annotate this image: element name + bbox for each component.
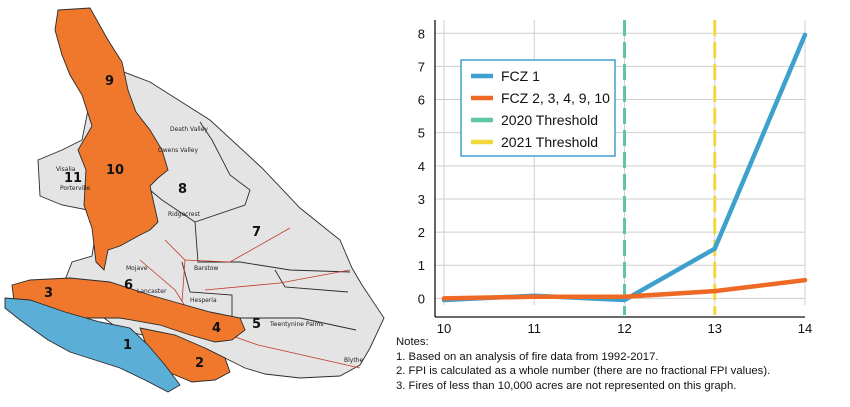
place-porterville: Porterville: [60, 185, 91, 192]
x-tick-label: 13: [708, 321, 722, 336]
y-tick-label: 8: [418, 26, 425, 41]
notes-item-2: 2. FPI is calculated as a whole number (…: [396, 365, 771, 377]
series-lines: [441, 32, 808, 303]
x-tick-label: 11: [528, 321, 542, 336]
zone-label-5: 5: [252, 317, 261, 332]
place-barstow: Barstow: [194, 265, 218, 272]
place-visalia: Visalia: [56, 166, 76, 173]
y-tick-label: 4: [418, 159, 425, 174]
y-tick-label: 3: [418, 192, 425, 207]
series-line: [441, 277, 808, 301]
x-tick-label: 12: [617, 321, 631, 336]
zone-borders: [149, 121, 357, 331]
y-tick-label: 0: [418, 291, 425, 306]
zone-label-11: 11: [64, 171, 82, 186]
place-twentynine-palms: Twentynine Palms: [269, 321, 324, 328]
place-blythe: Blythe: [344, 357, 363, 364]
notes-item-1: 1. Based on an analysis of fire data fro…: [396, 350, 659, 363]
legend-label: FCZ 1: [501, 68, 540, 84]
zone-label-4: 4: [212, 321, 221, 336]
zone-label-3: 3: [44, 286, 53, 301]
fire-zone-map: 9 10 11 8 7 6 3 1 2 4 5 Death Valley Owe…: [4, 7, 385, 393]
y-tick-label: 7: [418, 59, 425, 74]
y-tick-label: 1: [418, 258, 425, 273]
zone-label-9: 9: [105, 74, 114, 89]
y-tick-label: 6: [418, 93, 425, 108]
zone-label-1: 1: [123, 338, 132, 353]
zone-label-6: 6: [124, 278, 133, 293]
map-roads: [139, 227, 361, 369]
zone-label-8: 8: [178, 182, 187, 197]
notes-heading: Notes:: [396, 336, 429, 348]
y-tick-label: 2: [418, 225, 425, 240]
chart-legend: FCZ 1 FCZ 2, 3, 4, 9, 10 2020 Threshold 202…: [460, 59, 616, 157]
y-tick-label: 5: [418, 126, 425, 141]
place-mojave: Mojave: [126, 265, 148, 272]
zone-1-region: [4, 297, 181, 393]
threshold-lines: [623, 20, 717, 315]
place-ridgecrest: Ridgecrest: [168, 211, 201, 218]
zone-label-2: 2: [195, 356, 204, 371]
zone-label-10: 10: [106, 163, 124, 178]
notes-item-3: 3. Fires of less than 10,000 acres are n…: [396, 379, 737, 392]
place-owens-valley: Owens Valley: [158, 147, 198, 154]
chart-notes: Notes: 1. Based on an analysis of fire d…: [396, 335, 846, 393]
place-lancaster: Lancaster: [137, 288, 167, 295]
x-tick-label: 14: [798, 321, 812, 336]
x-tick-label: 10: [437, 321, 451, 336]
place-death-valley: Death Valley: [170, 126, 208, 133]
legend-label: FCZ 2, 3, 4, 9, 10: [501, 90, 610, 106]
legend-label: 2020 Threshold: [501, 112, 598, 128]
zone-label-7: 7: [252, 225, 261, 240]
legend-label: 2021 Threshold: [501, 134, 598, 150]
place-hesperia: Hesperia: [190, 297, 217, 304]
zone-9-10-region: [54, 7, 169, 271]
